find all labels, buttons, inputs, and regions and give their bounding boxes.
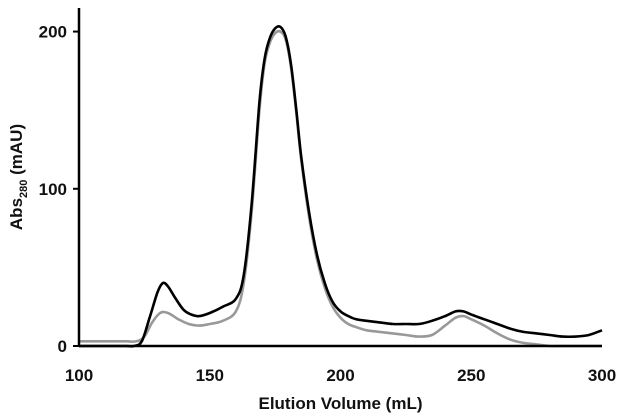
tick-layer: 100 150 200 250 300 0 100 200 [39, 23, 617, 385]
series-layer [79, 25, 603, 348]
y-tick-label: 200 [39, 23, 67, 42]
y-tick-label: 0 [58, 337, 67, 356]
x-tick-label: 100 [65, 366, 93, 385]
y-axis-title: Abs280 (mAU) [7, 124, 30, 230]
y-tick-label: 100 [39, 180, 67, 199]
x-tick-label: 300 [588, 366, 616, 385]
y-axis-title-main: Abs [7, 198, 26, 230]
x-tick-label: 200 [326, 366, 354, 385]
x-axis-title: Elution Volume (mL) [258, 394, 422, 413]
y-axis-title-subscript: 280 [18, 180, 30, 198]
x-tick-label: 250 [457, 366, 485, 385]
series-line-1 [79, 29, 602, 348]
y-axis-title-unit: (mAU) [7, 124, 26, 180]
series-line-2 [79, 25, 603, 348]
x-tick-label: 150 [196, 366, 224, 385]
